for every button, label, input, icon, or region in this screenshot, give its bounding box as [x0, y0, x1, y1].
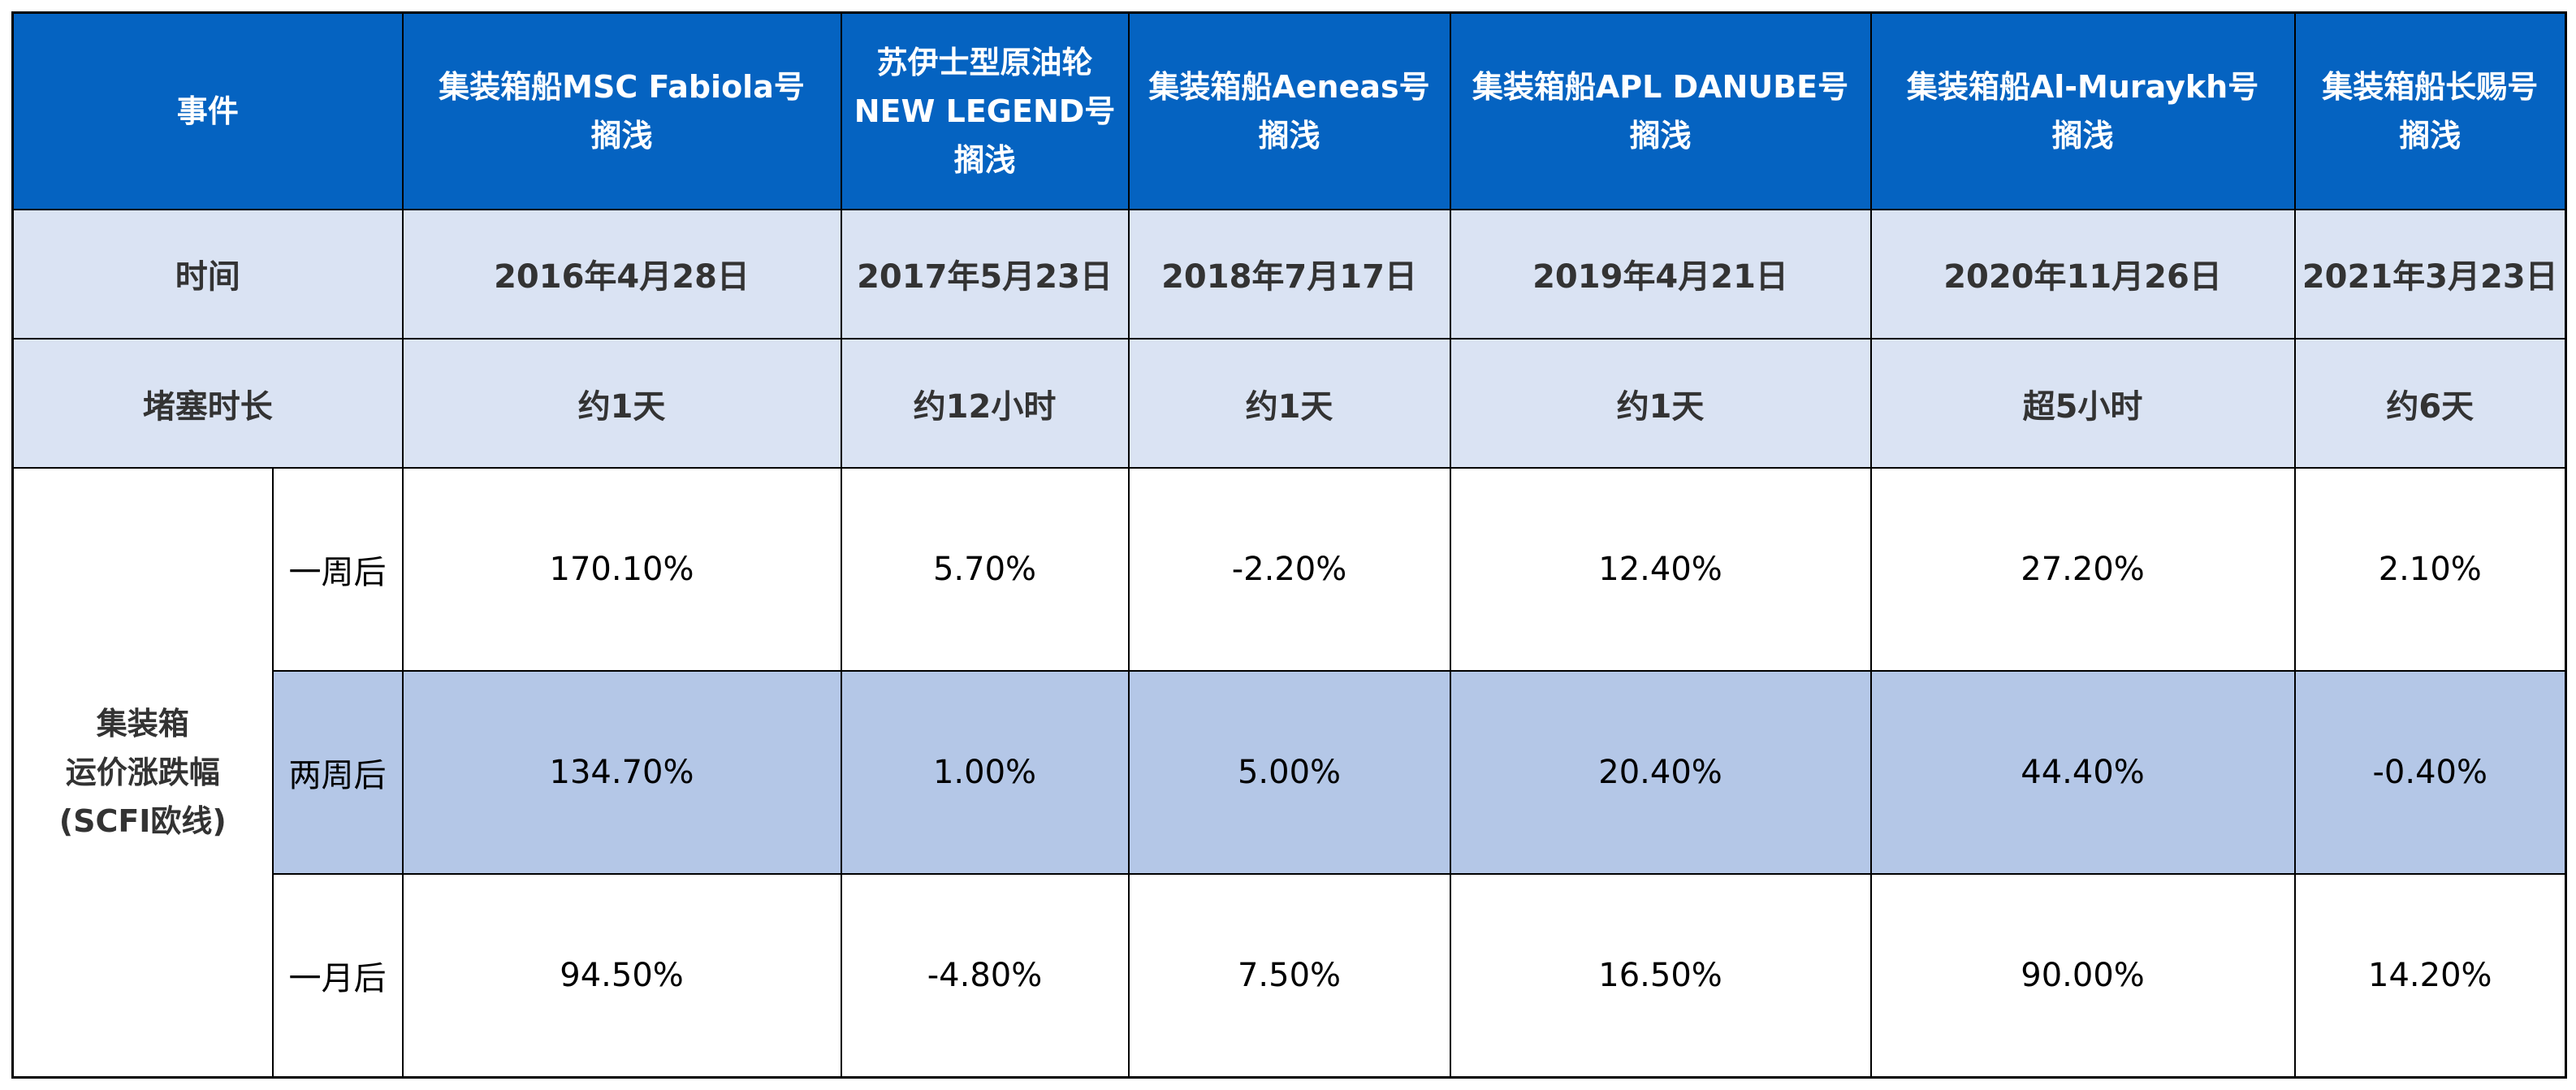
- header-row: 事件 集装箱船MSC Fabiola号 搁浅 苏伊士型原油轮 NEW LEGEN…: [11, 11, 2567, 210]
- time-row: 时间 2016年4月28日 2017年5月23日 2018年7月17日 2019…: [11, 208, 2567, 340]
- freight-row-week2: 两周后 134.70% 1.00% 5.00% 20.40% 44.40% -0…: [13, 670, 2567, 876]
- freight-cell: -4.80%: [840, 873, 1130, 1079]
- time-cell: 2017年5月23日: [840, 208, 1130, 340]
- time-cell: 2021年3月23日: [2293, 208, 2567, 340]
- column-header: 集装箱船APL DANUBE号 搁浅: [1449, 11, 1872, 210]
- period-label: 一周后: [271, 467, 404, 673]
- freight-cell: -0.40%: [2293, 670, 2567, 876]
- freight-group-label: 集装箱 运价涨跌幅 (SCFI欧线): [11, 467, 274, 1079]
- duration-cell: 超5小时: [1869, 338, 2296, 469]
- freight-cell: 2.10%: [2293, 467, 2567, 673]
- duration-row: 堵塞时长 约1天 约12小时 约1天 约1天 超5小时 约6天: [11, 338, 2567, 469]
- time-label: 时间: [11, 208, 404, 340]
- freight-cell: 7.50%: [1127, 873, 1451, 1079]
- column-header: 集装箱船长赐号 搁浅: [2293, 11, 2567, 210]
- time-cell: 2019年4月21日: [1449, 208, 1872, 340]
- duration-cell: 约1天: [401, 338, 842, 469]
- freight-row-month1: 一月后 94.50% -4.80% 7.50% 16.50% 90.00% 14…: [13, 873, 2567, 1079]
- column-header: 集装箱船Al-Muraykh号 搁浅: [1869, 11, 2296, 210]
- time-cell: 2016年4月28日: [401, 208, 842, 340]
- freight-cell: 44.40%: [1869, 670, 2296, 876]
- freight-cell: -2.20%: [1127, 467, 1451, 673]
- freight-cell: 134.70%: [401, 670, 842, 876]
- freight-cell: 5.70%: [840, 467, 1130, 673]
- freight-cell: 16.50%: [1449, 873, 1872, 1079]
- event-header: 事件: [11, 11, 404, 210]
- duration-cell: 约12小时: [840, 338, 1130, 469]
- column-header: 集装箱船MSC Fabiola号 搁浅: [401, 11, 842, 210]
- freight-cell: 1.00%: [840, 670, 1130, 876]
- period-label: 一月后: [271, 873, 404, 1079]
- time-cell: 2020年11月26日: [1869, 208, 2296, 340]
- duration-cell: 约1天: [1449, 338, 1872, 469]
- column-header: 苏伊士型原油轮 NEW LEGEND号 搁浅: [840, 11, 1130, 210]
- duration-label: 堵塞时长: [11, 338, 404, 469]
- time-cell: 2018年7月17日: [1127, 208, 1451, 340]
- incident-freight-table: 事件 集装箱船MSC Fabiola号 搁浅 苏伊士型原油轮 NEW LEGEN…: [11, 11, 2568, 1079]
- duration-cell: 约6天: [2293, 338, 2567, 469]
- freight-cell: 5.00%: [1127, 670, 1451, 876]
- column-header: 集装箱船Aeneas号 搁浅: [1127, 11, 1451, 210]
- freight-cell: 20.40%: [1449, 670, 1872, 876]
- freight-cell: 14.20%: [2293, 873, 2567, 1079]
- freight-row-week1: 集装箱 运价涨跌幅 (SCFI欧线) 一周后 170.10% 5.70% -2.…: [11, 467, 2567, 1079]
- duration-cell: 约1天: [1127, 338, 1451, 469]
- freight-cell: 94.50%: [401, 873, 842, 1079]
- freight-cell: 90.00%: [1869, 873, 2296, 1079]
- freight-cell: 27.20%: [1869, 467, 2296, 673]
- freight-cell: 12.40%: [1449, 467, 1872, 673]
- period-label: 两周后: [271, 670, 404, 876]
- freight-cell: 170.10%: [401, 467, 842, 673]
